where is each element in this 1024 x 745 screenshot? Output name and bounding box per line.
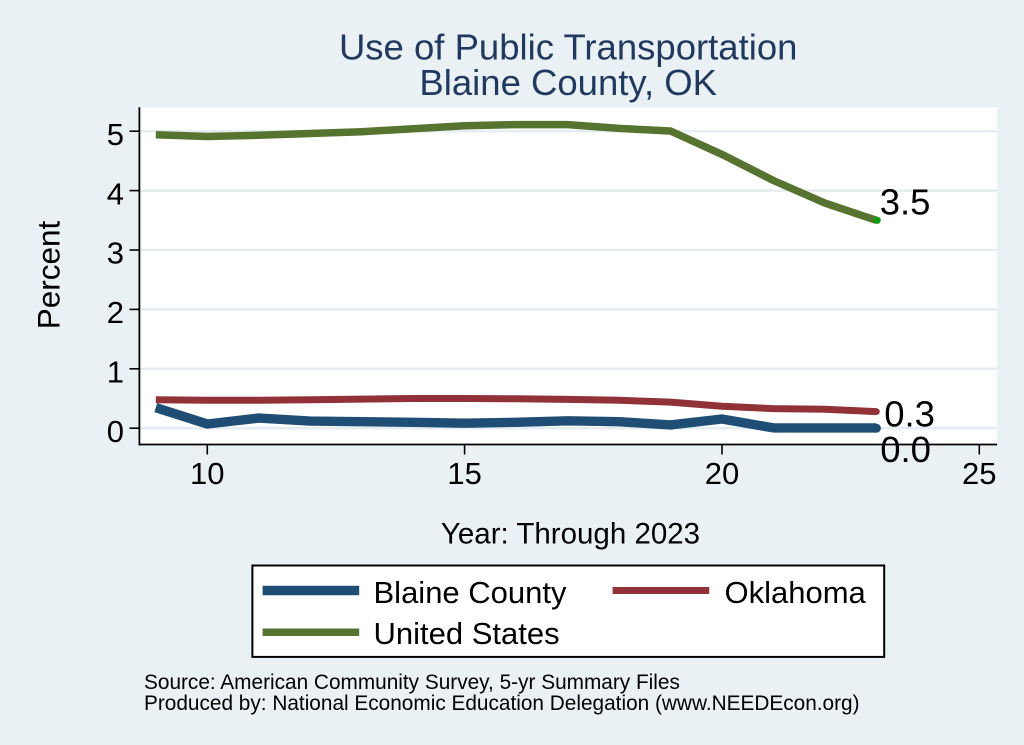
svg-text:Blaine County, OK: Blaine County, OK [419,62,717,103]
svg-text:Percent: Percent [31,220,67,329]
svg-text:2: 2 [107,295,124,330]
svg-text:0.3: 0.3 [884,394,935,435]
svg-text:1: 1 [107,355,124,390]
svg-text:Year: Through 2023: Year: Through 2023 [441,518,700,551]
svg-text:Oklahoma: Oklahoma [725,575,867,610]
svg-text:United States: United States [374,616,560,651]
svg-text:Source: American Community Sur: Source: American Community Survey, 5-yr … [144,671,680,694]
svg-text:3: 3 [107,236,124,271]
svg-text:3.5: 3.5 [880,182,931,223]
svg-text:15: 15 [447,456,481,491]
svg-text:0: 0 [107,414,124,449]
svg-text:Use of Public Transportation: Use of Public Transportation [339,26,798,67]
svg-text:10: 10 [190,456,224,491]
svg-text:Produced by: National Economic: Produced by: National Economic Education… [144,692,860,715]
svg-text:20: 20 [705,456,739,491]
svg-text:25: 25 [962,456,996,491]
svg-text:4: 4 [107,176,124,211]
svg-text:Blaine County: Blaine County [374,575,568,610]
svg-text:5: 5 [107,117,124,152]
svg-text:0.0: 0.0 [880,429,931,470]
